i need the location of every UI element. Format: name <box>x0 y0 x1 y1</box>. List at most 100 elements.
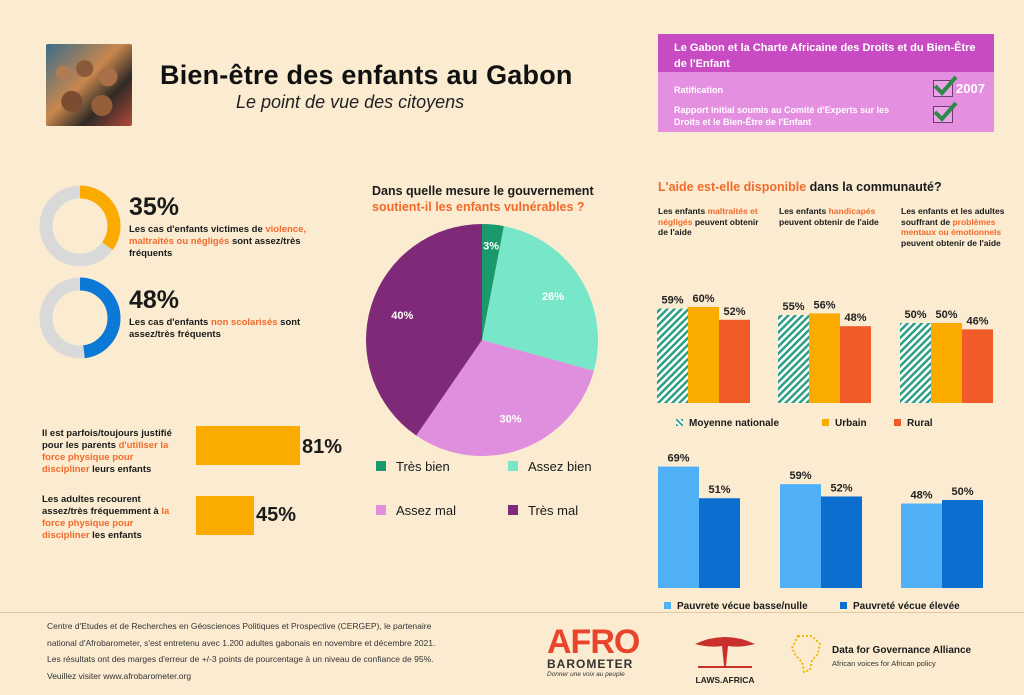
legend-swatch <box>508 505 518 515</box>
chart-legend-item: Pauvreté vécue élevée <box>840 596 960 614</box>
pie-legend-item: Assez bien <box>508 458 592 476</box>
label-text: Les enfants <box>658 206 708 216</box>
aid-group-label: Les enfants et les adultes souffrant de … <box>901 206 1016 248</box>
pie-legend-item: Très bien <box>376 458 450 476</box>
label-text: peuvent obtenir de l'aide <box>779 216 879 227</box>
ratification-year: 2007 <box>956 81 985 96</box>
bar-value-label: 60% <box>692 293 714 305</box>
afro-logo-tagline: Donner une voix au peuple <box>547 671 625 678</box>
aid-title-highlight: L'aide est-elle disponible <box>658 180 807 194</box>
bar <box>962 329 993 403</box>
caption-text: Les cas d'enfants <box>129 317 211 328</box>
bar-value-label: 48% <box>910 490 932 502</box>
caption-text: Il est parfois/toujours justifié pour le… <box>42 428 172 451</box>
bar <box>942 500 983 588</box>
caption-highlight: non scolarisés <box>210 317 278 328</box>
bar <box>719 319 750 403</box>
legend-swatch <box>840 602 847 609</box>
laws-logo-text: LAWS.AFRICA <box>695 675 755 685</box>
children-photo <box>46 44 132 126</box>
check-icon <box>933 101 958 123</box>
aid-group-label: Les enfants handicapés peuvent obtenir d… <box>779 206 889 227</box>
bar-value-label: 56% <box>813 299 835 311</box>
afro-logo-text: AFRO <box>547 623 640 661</box>
bar <box>821 496 862 588</box>
footer-line: national d'Afrobarometer, s'est entreten… <box>47 637 436 648</box>
hbar-force-frequent <box>196 496 254 535</box>
hbar-value: 81% <box>302 436 343 458</box>
dga-tagline: African voices for African policy <box>832 659 936 668</box>
donut-value: 35% <box>129 193 180 221</box>
legend-label: Très bien <box>396 459 450 474</box>
pie-slice-label: 40% <box>391 310 413 322</box>
pie-slice <box>482 226 598 371</box>
pie-slice-label: 3% <box>483 240 499 252</box>
footer-text: Centre d'Etudes et de Recherches en Géos… <box>47 618 435 684</box>
bar <box>931 323 962 403</box>
pie-slice-label: 30% <box>500 413 522 425</box>
bar-value-label: 52% <box>723 306 745 318</box>
bar-value-label: 52% <box>830 482 852 494</box>
legend-label: Rural <box>907 418 933 429</box>
pie-title-highlight: soutient-il les enfants vulnérables ? <box>372 200 585 214</box>
legend-swatch <box>376 461 386 471</box>
bar <box>809 313 840 403</box>
donut-schooling <box>39 277 121 359</box>
label-text: Les enfants et les adultes souffrant de <box>901 206 1005 227</box>
pie-title-text: Dans quelle mesure le gouvernement <box>372 184 594 198</box>
bar-value-label: 50% <box>951 486 973 498</box>
bar <box>901 503 942 588</box>
aid-title-text: dans la communauté? <box>806 180 942 194</box>
legend-label: Pauvrete vécue basse/nulle <box>677 601 808 612</box>
charter-title: Le Gabon et la Charte Africaine des Droi… <box>658 34 994 72</box>
pie-slice <box>365 224 482 436</box>
caption-text: Les cas d'enfants victimes de <box>129 224 266 235</box>
bar-value-label: 48% <box>844 312 866 324</box>
aid-poverty-legend: Pauvrete vécue basse/nulle Pauvreté vécue… <box>664 596 1014 612</box>
legend-label: Assez bien <box>528 459 592 474</box>
caption-text: les enfants <box>89 530 142 541</box>
check-icon <box>933 75 958 97</box>
chart-legend-item: Urbain <box>822 413 867 431</box>
label-highlight: problèmes mentaux ou émotionnels <box>901 216 1002 238</box>
bar <box>900 323 931 403</box>
caption-text: sont assez/très fréquents <box>129 236 301 259</box>
legend-swatch <box>894 419 901 426</box>
bar-value-label: 50% <box>935 309 957 321</box>
pie-slice-label: 26% <box>542 291 564 303</box>
legend-swatch <box>376 505 386 515</box>
pie-legend-item: Assez mal <box>376 502 456 520</box>
charter-box: Le Gabon et la Charte Africaine des Droi… <box>658 34 994 132</box>
label-highlight: maltraités et négligés <box>658 206 758 227</box>
afrobarometer-logo: AFRO BAROMETER Donner une voix au peuple <box>547 623 640 678</box>
pie-legend: Très bien Assez bien Assez mal Très mal <box>376 458 616 528</box>
chart-legend-item: Pauvrete vécue basse/nulle <box>664 596 808 614</box>
bar <box>688 307 719 403</box>
footer-line: Centre d'Etudes et de Recherches en Géos… <box>47 621 432 631</box>
aid-location-chart: 59% 60% 52% 55% 56% 48% 50% 50% 46% <box>657 293 993 403</box>
caption-highlight: d'utiliser la force physique pour discip… <box>42 440 169 475</box>
donut-caption: Les cas d'enfants non scolarisés sont as… <box>129 317 319 341</box>
charter-ratification-label: Ratification <box>674 85 724 95</box>
label-highlight: handicapés <box>828 206 876 216</box>
footer-line: Veuillez visiter www.afrobarometer.org <box>47 670 192 681</box>
caption-text: sont assez/très fréquents <box>129 317 301 340</box>
charter-report-label: Rapport initial soumis au Comité d'Exper… <box>674 105 890 127</box>
caption-highlight: violence, maltraités ou négligés <box>129 224 307 247</box>
caption-text: Les adultes recourent assez/très fréquem… <box>42 494 162 517</box>
bar-value-label: 50% <box>904 309 926 321</box>
label-text: Les enfants <box>779 206 829 216</box>
legend-label: Urbain <box>835 418 867 429</box>
label-text: peuvent obtenir de l'aide <box>658 216 759 238</box>
hbar-caption: Il est parfois/toujours justifié pour le… <box>42 428 182 476</box>
bar <box>840 326 871 403</box>
bar <box>657 308 688 403</box>
pie-chart: 3% 26% 30% 40% <box>365 224 598 456</box>
legend-swatch <box>676 419 683 426</box>
legend-label: Assez mal <box>396 503 456 518</box>
africa-map-icon <box>790 635 822 674</box>
bar <box>780 484 821 588</box>
label-text: peuvent obtenir de l'aide <box>901 237 1001 248</box>
legend-swatch <box>664 602 671 609</box>
caption-highlight: la force physique pour discipliner <box>42 506 170 541</box>
